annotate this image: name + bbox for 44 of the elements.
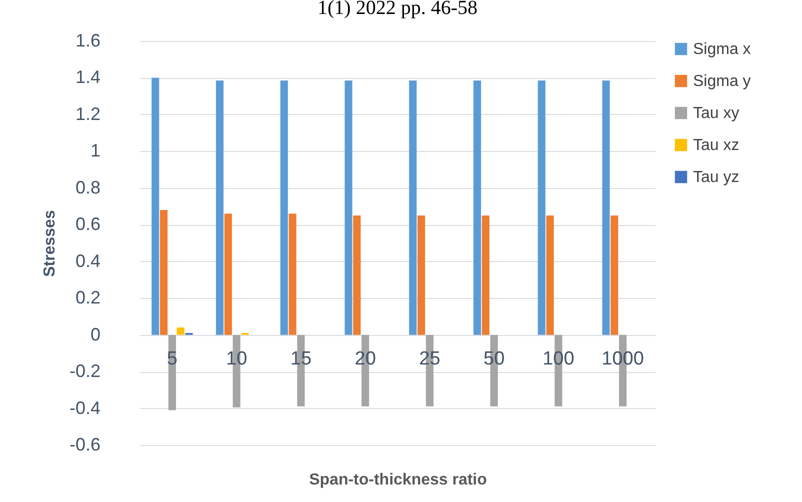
legend-label: Sigma x — [693, 41, 751, 58]
y-tick-label: 1.2 — [75, 104, 100, 124]
y-tick-label: 1 — [90, 140, 100, 161]
y-tick-label: 0.2 — [75, 288, 100, 308]
bar — [224, 214, 232, 335]
bar — [280, 80, 288, 335]
bar — [344, 80, 352, 335]
legend-label: Sigma y — [693, 73, 751, 90]
y-tick-label: -0.2 — [69, 361, 100, 382]
y-tick-label: -0.4 — [69, 398, 100, 418]
bar — [176, 327, 184, 335]
y-tick-label: -0.6 — [69, 434, 100, 454]
bar — [353, 215, 361, 335]
bar — [288, 214, 296, 335]
legend-label: Tau xy — [693, 105, 740, 122]
x-axis-title: Span-to-thickness ratio — [309, 472, 488, 488]
legend-label: Tau xz — [693, 137, 740, 154]
x-tick-label: 10 — [226, 348, 248, 370]
bar — [538, 80, 546, 335]
bar — [546, 215, 554, 335]
bar — [160, 210, 168, 335]
bar — [216, 80, 224, 335]
y-tick-label: 0.6 — [75, 214, 100, 234]
text: 1(1) 2022 pp. 46-58 — [318, 0, 478, 19]
bar — [602, 80, 610, 335]
y-tick-label: 0.4 — [75, 250, 100, 271]
x-tick-label: 100 — [542, 348, 574, 370]
bar — [482, 215, 490, 335]
x-tick-label: 1000 — [602, 348, 644, 370]
y-axis-title: Stresses — [41, 210, 58, 277]
legend-label: Tau yz — [693, 169, 740, 186]
y-tick-label: 0 — [90, 324, 100, 344]
bar — [610, 215, 618, 335]
x-tick-label: 50 — [483, 348, 505, 370]
x-tick-label: 15 — [290, 348, 312, 370]
y-tick-label: 0.8 — [75, 177, 100, 198]
x-tick-label: 25 — [419, 348, 440, 370]
bar — [417, 215, 426, 335]
x-tick-label: 20 — [354, 348, 376, 370]
y-tick-label: 1.4 — [75, 67, 100, 88]
bar — [409, 80, 417, 335]
bar — [152, 78, 160, 335]
bar — [473, 80, 482, 335]
y-tick-label: 1.6 — [75, 30, 100, 50]
